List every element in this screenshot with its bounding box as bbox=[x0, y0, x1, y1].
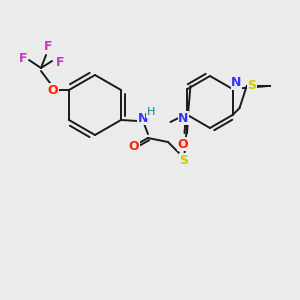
Text: F: F bbox=[56, 56, 64, 70]
Text: S: S bbox=[247, 79, 256, 92]
Text: H: H bbox=[147, 107, 155, 117]
Text: O: O bbox=[48, 83, 58, 97]
Text: F: F bbox=[44, 40, 52, 53]
Text: N: N bbox=[231, 76, 242, 89]
Text: O: O bbox=[129, 140, 139, 152]
Text: F: F bbox=[19, 52, 27, 64]
Text: S: S bbox=[179, 154, 188, 166]
Text: O: O bbox=[177, 137, 188, 151]
Text: N: N bbox=[178, 112, 189, 124]
Text: N: N bbox=[138, 112, 148, 124]
